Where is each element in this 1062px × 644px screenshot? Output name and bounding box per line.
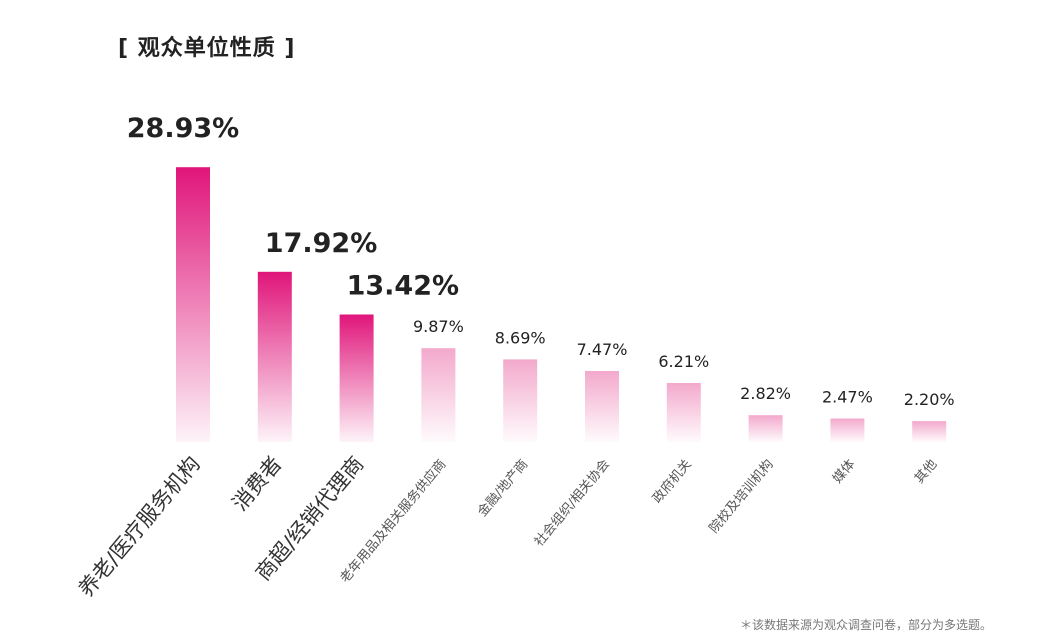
bar-8 — [748, 415, 783, 442]
bar-1 — [176, 167, 210, 442]
bar-10 — [912, 421, 947, 442]
category-label-9: 媒体 — [830, 457, 858, 487]
value-label-5: 8.69% — [495, 328, 546, 347]
category-label-1: 养老/医疗服务机构 — [74, 452, 205, 602]
category-label-10: 其他 — [912, 457, 940, 487]
bar-4 — [421, 348, 456, 442]
chart-title: [ 观众单位性质 ] — [118, 36, 296, 61]
value-label-10: 2.20% — [904, 390, 955, 409]
value-label-7: 6.21% — [658, 352, 709, 371]
value-label-8: 2.82% — [740, 384, 791, 403]
bar-3 — [339, 314, 374, 442]
bar-5 — [503, 359, 538, 442]
category-label-5: 金融/地产商 — [474, 456, 531, 519]
value-label-1: 28.93% — [127, 113, 239, 144]
category-label-2: 消费者 — [228, 452, 287, 516]
bar-7 — [666, 383, 701, 442]
category-label-7: 政府机关 — [650, 457, 695, 506]
value-label-2: 17.92% — [265, 228, 377, 259]
value-label-6: 7.47% — [577, 340, 628, 359]
value-label-9: 2.47% — [822, 388, 873, 407]
bar-6 — [585, 371, 619, 442]
bar-9 — [830, 418, 865, 442]
value-label-3: 13.42% — [347, 271, 459, 302]
category-label-6: 社会组织/相关协会 — [531, 456, 613, 549]
bar-2 — [257, 271, 292, 442]
category-label-8: 院校及培训机构 — [706, 456, 777, 536]
footnote: ＊该数据来源为观众调查问卷，部分为多选题。 — [739, 618, 992, 632]
value-label-4: 9.87% — [413, 317, 464, 336]
